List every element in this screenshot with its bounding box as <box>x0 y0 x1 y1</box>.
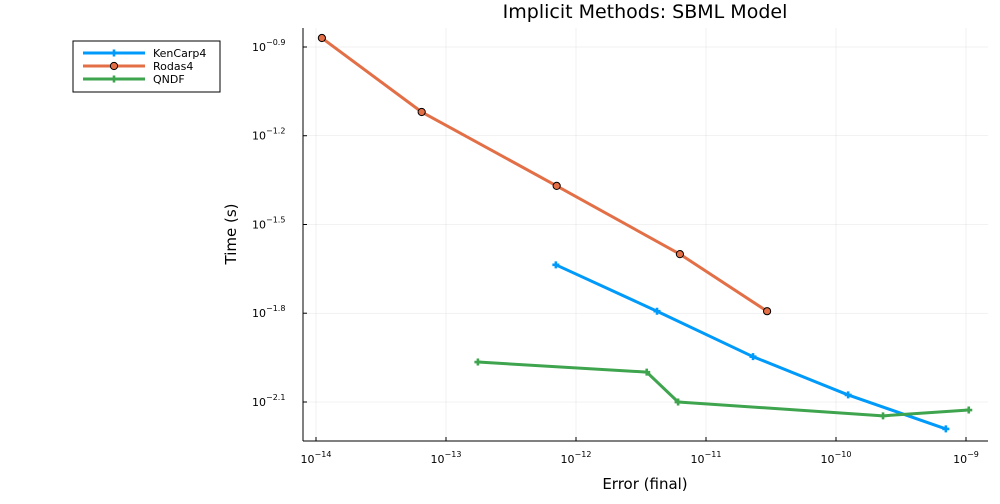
legend-label: Rodas4 <box>153 60 193 73</box>
legend-label: KenCarp4 <box>153 47 206 60</box>
y-tick-exp: −1.8 <box>266 304 285 313</box>
data-point <box>879 412 887 420</box>
y-tick-base: 10 <box>252 307 266 320</box>
x-tick-exp: −14 <box>315 450 332 459</box>
x-tick-base: 10 <box>431 453 445 466</box>
x-tick-base: 10 <box>821 453 835 466</box>
y-tick-base: 10 <box>252 218 266 231</box>
x-tick-exp: −12 <box>575 450 592 459</box>
x-tick-label: 10−13 <box>431 450 462 466</box>
x-tick-label: 10−10 <box>821 450 852 466</box>
series-qndf <box>474 358 973 420</box>
ticks: 10−14 10−13 10−12 10−11 10−10 10−910−0.910−1.… <box>252 38 979 466</box>
y-tick-base: 10 <box>252 41 266 54</box>
y-tick-label: 10−2.1 <box>252 393 285 409</box>
x-tick-exp: −9 <box>967 450 979 459</box>
data-point <box>942 425 950 433</box>
x-tick-base: 10 <box>691 453 705 466</box>
y-axis-label: Time (s) <box>222 204 240 266</box>
x-tick-exp: −11 <box>705 450 722 459</box>
series-kencarp4 <box>552 261 950 433</box>
legend-label: QNDF <box>153 73 185 86</box>
data-point <box>552 181 561 190</box>
x-tick-label: 10−11 <box>691 450 722 466</box>
series-line <box>555 263 947 431</box>
data-point <box>653 307 661 315</box>
y-tick-label: 10−0.9 <box>252 38 285 54</box>
legend-marker <box>109 61 119 71</box>
data-point <box>317 33 326 43</box>
x-tick-label: 10−9 <box>953 450 979 466</box>
data-point <box>474 358 482 366</box>
x-tick-base: 10 <box>561 453 575 466</box>
series-rodas4 <box>317 33 772 316</box>
x-tick-label: 10−14 <box>301 450 332 466</box>
series-line <box>477 360 969 418</box>
data-point <box>552 261 560 269</box>
grid <box>303 28 988 441</box>
x-axis-label: Error (final) <box>602 475 687 493</box>
y-tick-label: 10−1.8 <box>252 304 285 320</box>
series-layer <box>317 33 973 433</box>
data-point <box>762 307 772 316</box>
y-tick-exp: −1.2 <box>266 127 285 136</box>
x-tick-exp: −10 <box>835 450 852 459</box>
x-tick-label: 10−12 <box>561 450 592 466</box>
y-tick-label: 10−1.2 <box>252 127 285 143</box>
y-tick-exp: −1.5 <box>266 215 285 224</box>
y-tick-exp: −2.1 <box>266 393 285 402</box>
series-line <box>320 36 768 313</box>
chart-title: Implicit Methods: SBML Model <box>503 1 788 23</box>
data-point <box>844 391 852 399</box>
y-tick-exp: −0.9 <box>266 38 285 47</box>
legend-marker <box>110 75 118 83</box>
x-tick-base: 10 <box>953 453 967 466</box>
data-point <box>965 406 973 414</box>
data-point <box>643 368 651 376</box>
x-tick-exp: −13 <box>445 450 462 459</box>
y-tick-label: 10−1.5 <box>252 215 285 231</box>
data-point <box>749 353 757 361</box>
data-point <box>674 398 682 406</box>
data-point <box>417 107 426 117</box>
y-tick-base: 10 <box>252 396 266 409</box>
x-tick-base: 10 <box>301 453 315 466</box>
y-tick-base: 10 <box>252 130 266 143</box>
data-point <box>675 250 685 259</box>
legend-marker <box>110 49 118 57</box>
